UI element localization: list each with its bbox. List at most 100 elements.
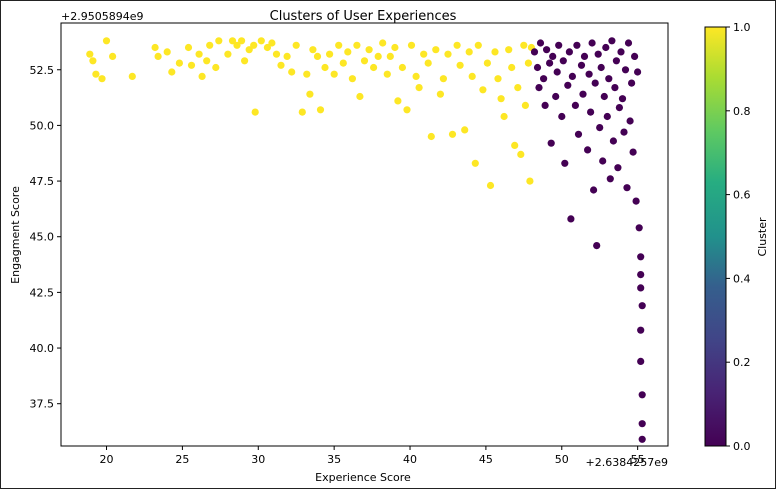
data-point-cluster-0-12	[555, 41, 563, 49]
data-point-cluster-1-84	[494, 75, 502, 83]
colorbar-label: Cluster	[756, 217, 769, 257]
data-point-cluster-1-91	[517, 150, 525, 158]
data-point-cluster-1-1	[89, 57, 97, 65]
data-point-cluster-1-58	[391, 43, 399, 52]
data-point-cluster-1-86	[500, 112, 508, 121]
data-point-cluster-0-38	[602, 43, 610, 52]
data-point-cluster-1-23	[238, 37, 246, 45]
x-tick-label: 30	[251, 453, 265, 466]
data-point-cluster-0-68	[638, 302, 646, 310]
data-point-cluster-1-45	[335, 41, 343, 49]
data-point-cluster-1-90	[514, 84, 522, 92]
data-point-cluster-1-59	[394, 97, 402, 105]
data-point-cluster-1-62	[407, 41, 416, 49]
data-point-cluster-1-49	[353, 41, 361, 49]
colorbar	[704, 26, 727, 447]
data-point-cluster-1-10	[168, 68, 176, 76]
data-point-cluster-1-85	[497, 95, 505, 103]
colorbar-tick-label: 0.0	[733, 440, 751, 453]
data-point-cluster-1-61	[403, 106, 411, 114]
data-point-cluster-0-60	[635, 224, 643, 232]
x-tick-label: 55	[631, 453, 645, 466]
y-tick-label: 40.0	[30, 342, 55, 355]
x-tick-label: 50	[555, 453, 569, 466]
data-point-cluster-1-7	[151, 43, 159, 52]
data-point-cluster-0-47	[615, 104, 624, 112]
data-point-cluster-0-3	[536, 39, 545, 47]
data-point-cluster-1-78	[471, 159, 479, 167]
data-point-cluster-1-52	[365, 46, 373, 54]
data-point-cluster-0-7	[546, 59, 554, 67]
y-tick-label: 42.5	[30, 286, 55, 299]
data-point-cluster-0-13	[558, 112, 566, 121]
data-point-cluster-0-54	[626, 117, 634, 125]
data-point-cluster-0-19	[568, 72, 577, 80]
y-axis: 37.5 40.0 42.5 45.0 47.5 50.0 52.5	[30, 64, 61, 411]
data-point-cluster-0-56	[629, 148, 637, 156]
colorbar-tick-label: 0.6	[733, 189, 751, 202]
y-offset-label: +2.9505894e9	[61, 10, 143, 23]
data-point-cluster-1-38	[306, 90, 314, 98]
data-point-cluster-1-27	[251, 108, 259, 116]
y-tick-label: 47.5	[30, 175, 55, 188]
data-point-cluster-1-13	[187, 61, 196, 69]
data-point-cluster-1-21	[228, 37, 237, 45]
data-point-cluster-1-2	[92, 70, 100, 78]
data-point-cluster-1-51	[360, 57, 369, 65]
data-point-cluster-0-25	[580, 52, 589, 61]
data-point-cluster-0-57	[631, 52, 639, 61]
y-tick-label: 45.0	[30, 231, 55, 244]
data-point-cluster-0-26	[584, 146, 592, 154]
data-point-cluster-1-36	[298, 108, 306, 116]
data-point-cluster-0-14	[559, 57, 567, 65]
data-point-cluster-0-0	[530, 48, 539, 56]
data-point-cluster-0-20	[571, 101, 580, 109]
data-point-cluster-1-43	[326, 50, 334, 58]
data-point-cluster-0-58	[632, 197, 640, 205]
data-point-cluster-1-42	[321, 63, 329, 72]
data-point-cluster-1-47	[344, 48, 352, 56]
data-point-cluster-0-52	[623, 184, 631, 192]
data-point-cluster-0-36	[599, 157, 607, 165]
data-point-cluster-0-67	[638, 435, 646, 443]
y-tick-label: 50.0	[30, 119, 55, 132]
data-point-cluster-1-83	[491, 48, 499, 56]
data-point-cluster-0-50	[620, 128, 628, 136]
scatter-points	[86, 37, 646, 443]
x-tick-label: 20	[100, 453, 114, 466]
data-point-cluster-1-39	[309, 46, 317, 54]
data-point-cluster-0-9	[549, 52, 557, 61]
data-point-cluster-1-89	[511, 141, 519, 149]
colorbar-tick-label: 0.2	[733, 356, 751, 369]
data-point-cluster-0-64	[637, 357, 645, 365]
data-point-cluster-0-37	[600, 92, 608, 101]
data-point-cluster-1-64	[415, 84, 423, 92]
data-point-cluster-1-5	[109, 52, 117, 61]
data-point-cluster-0-18	[567, 215, 575, 223]
data-point-cluster-1-94	[524, 59, 533, 67]
data-point-cluster-0-41	[606, 175, 614, 183]
data-point-cluster-1-72	[448, 130, 457, 138]
data-point-cluster-1-50	[356, 92, 364, 101]
x-offset-label: +2.6384257e9	[586, 456, 668, 469]
data-point-cluster-0-21	[573, 41, 581, 49]
data-point-cluster-1-8	[154, 52, 162, 61]
data-point-cluster-0-17	[565, 48, 574, 56]
data-point-cluster-1-53	[370, 63, 378, 72]
data-point-cluster-0-29	[588, 39, 596, 47]
data-point-cluster-1-70	[439, 75, 447, 83]
data-point-cluster-1-77	[468, 72, 476, 80]
colorbar-tick-label: 0.8	[733, 105, 751, 118]
data-point-cluster-0-27	[585, 70, 593, 78]
data-point-cluster-0-42	[608, 37, 616, 45]
colorbar-tick-label: 1.0	[733, 21, 751, 34]
data-point-cluster-1-29	[263, 43, 271, 52]
data-point-cluster-0-63	[637, 326, 645, 334]
data-point-cluster-1-48	[348, 75, 356, 83]
data-point-cluster-1-67	[427, 132, 435, 141]
data-point-cluster-1-15	[198, 72, 206, 80]
data-point-cluster-1-25	[245, 46, 253, 54]
data-point-cluster-1-69	[436, 90, 444, 98]
data-point-cluster-0-39	[603, 112, 611, 121]
data-point-cluster-0-11	[553, 68, 561, 76]
